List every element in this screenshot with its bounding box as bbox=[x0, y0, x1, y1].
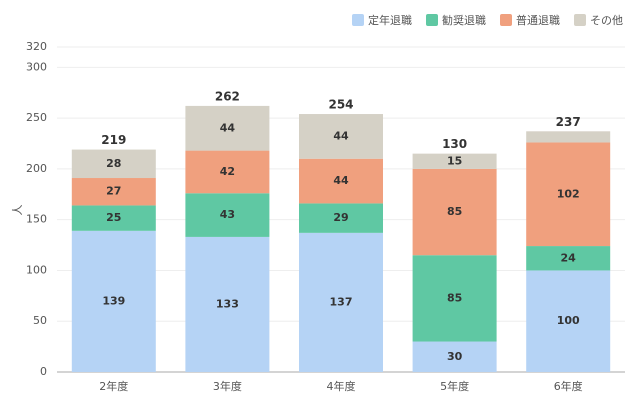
y-axis-label: 人 bbox=[11, 205, 24, 216]
data-label: 85 bbox=[447, 291, 462, 304]
data-label: 25 bbox=[106, 211, 121, 224]
data-label: 85 bbox=[447, 205, 462, 218]
total-label: 262 bbox=[215, 89, 240, 103]
y-tick-label: 320 bbox=[26, 40, 47, 53]
legend-label: 普通退職 bbox=[516, 13, 560, 27]
bar-segment bbox=[71, 230, 156, 372]
bar-segment bbox=[526, 246, 611, 271]
data-label: 42 bbox=[220, 165, 235, 178]
data-label: 43 bbox=[220, 208, 235, 221]
bar-segment bbox=[185, 193, 270, 237]
bar-segment bbox=[185, 150, 270, 194]
data-label: 44 bbox=[333, 129, 349, 142]
data-label: 137 bbox=[330, 295, 353, 308]
legend-swatch bbox=[426, 14, 438, 26]
data-label: 24 bbox=[561, 251, 577, 264]
data-label: 27 bbox=[106, 185, 121, 198]
x-tick-label: 6年度 bbox=[554, 379, 583, 393]
bar-segment bbox=[299, 114, 383, 159]
data-label: 30 bbox=[447, 350, 463, 363]
x-tick-label: 5年度 bbox=[440, 379, 469, 393]
total-label: 130 bbox=[442, 137, 467, 151]
legend-swatch bbox=[352, 14, 364, 26]
bar-segment bbox=[71, 205, 156, 231]
legend-label: その他 bbox=[590, 14, 623, 27]
bar-segment bbox=[71, 178, 156, 206]
bar-segment bbox=[185, 105, 270, 151]
data-label: 100 bbox=[557, 314, 580, 327]
y-tick-label: 150 bbox=[26, 213, 47, 226]
bar-segment bbox=[299, 232, 383, 372]
bar-segment bbox=[412, 341, 497, 372]
y-tick-label: 200 bbox=[26, 162, 47, 175]
bar-segment bbox=[299, 158, 383, 204]
data-label: 133 bbox=[216, 297, 239, 310]
data-label: 28 bbox=[106, 157, 121, 170]
legend-label: 勧奨退職 bbox=[442, 13, 486, 27]
y-tick-label: 300 bbox=[26, 60, 47, 73]
bar-segment bbox=[412, 168, 497, 256]
bar-segment bbox=[526, 131, 611, 143]
data-label: 102 bbox=[557, 187, 580, 200]
data-label: 44 bbox=[333, 174, 349, 187]
bar-segment bbox=[412, 255, 497, 342]
x-tick-label: 4年度 bbox=[327, 379, 356, 393]
bar-segment bbox=[71, 149, 156, 179]
total-label: 219 bbox=[101, 133, 126, 147]
x-tick-label: 3年度 bbox=[213, 379, 242, 393]
y-tick-label: 0 bbox=[40, 365, 47, 378]
data-label: 139 bbox=[102, 294, 125, 307]
legend-swatch bbox=[500, 14, 512, 26]
bar-segment bbox=[185, 236, 270, 372]
data-label: 15 bbox=[447, 154, 462, 167]
data-label: 44 bbox=[220, 121, 236, 134]
bar-segment bbox=[526, 270, 611, 372]
total-label: 237 bbox=[556, 115, 581, 129]
data-label: 29 bbox=[333, 211, 348, 224]
legend-label: 定年退職 bbox=[368, 13, 412, 27]
x-tick-label: 2年度 bbox=[99, 379, 128, 393]
y-tick-label: 50 bbox=[33, 314, 47, 327]
y-tick-label: 100 bbox=[26, 263, 47, 276]
y-tick-label: 250 bbox=[26, 111, 47, 124]
legend-swatch bbox=[574, 14, 586, 26]
total-label: 254 bbox=[328, 98, 353, 112]
bar-segment bbox=[299, 203, 383, 233]
bar-segment bbox=[412, 153, 497, 169]
bar-segment bbox=[526, 142, 611, 247]
